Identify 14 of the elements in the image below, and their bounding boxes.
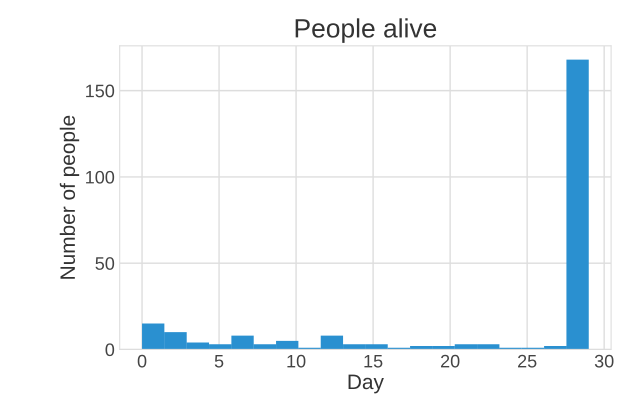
y-tick-label: 150: [86, 84, 114, 98]
y-tick-label: 100: [86, 170, 114, 184]
x-tick-label: 20: [440, 354, 460, 368]
y-tick-label: 0: [106, 343, 114, 356]
y-axis-title: Number of people: [60, 116, 80, 279]
x-tick-label: 10: [287, 354, 306, 368]
x-tick-label: 30: [594, 354, 614, 368]
chart-title: People alive: [296, 18, 436, 43]
x-tick-label: 5: [214, 354, 224, 368]
x-tick-label: 0: [138, 354, 146, 368]
x-axis-title: Day: [348, 374, 384, 394]
y-tick-label: 50: [95, 257, 114, 270]
x-tick-label: 15: [364, 354, 382, 368]
x-tick-label: 25: [518, 354, 536, 368]
